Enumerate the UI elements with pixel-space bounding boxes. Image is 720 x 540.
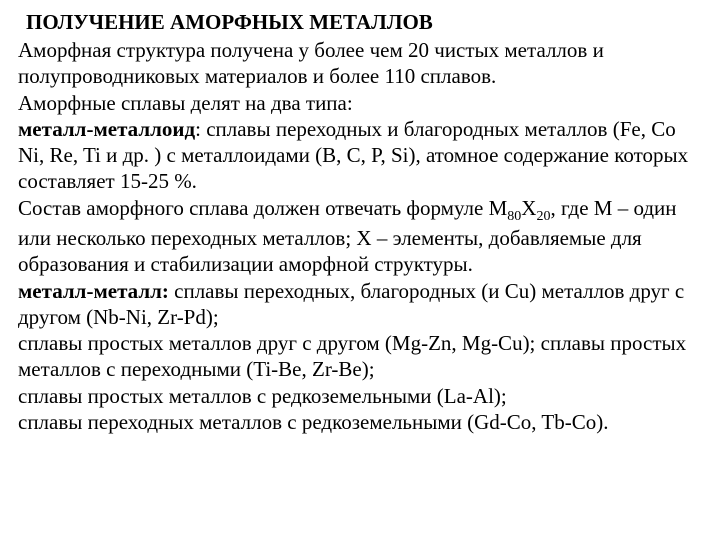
paragraph-1: Аморфная структура получена у более чем … <box>18 37 702 90</box>
document-title: ПОЛУЧЕНИЕ АМОРФНЫХ МЕТАЛЛОВ <box>18 10 702 35</box>
bold-term-2: металл-металл: <box>18 279 169 303</box>
bold-term-1: металл-металлоид <box>18 117 195 141</box>
paragraph-8: сплавы переходных металлов с редкоземель… <box>18 409 702 435</box>
subscript-1: 80 <box>507 209 521 224</box>
p4-mid: X <box>521 196 536 220</box>
paragraph-6: сплавы простых металлов друг с другом (M… <box>18 330 702 383</box>
paragraph-3: металл-металлоид: сплавы переходных и бл… <box>18 116 702 195</box>
paragraph-2: Аморфные сплавы делят на два типа: <box>18 90 702 116</box>
subscript-2: 20 <box>536 209 550 224</box>
paragraph-4: Состав аморфного сплава должен отвечать … <box>18 195 702 278</box>
paragraph-5: металл-металл: сплавы переходных, благор… <box>18 278 702 331</box>
paragraph-7: сплавы простых металлов с редкоземельным… <box>18 383 702 409</box>
p4-before: Состав аморфного сплава должен отвечать … <box>18 196 507 220</box>
